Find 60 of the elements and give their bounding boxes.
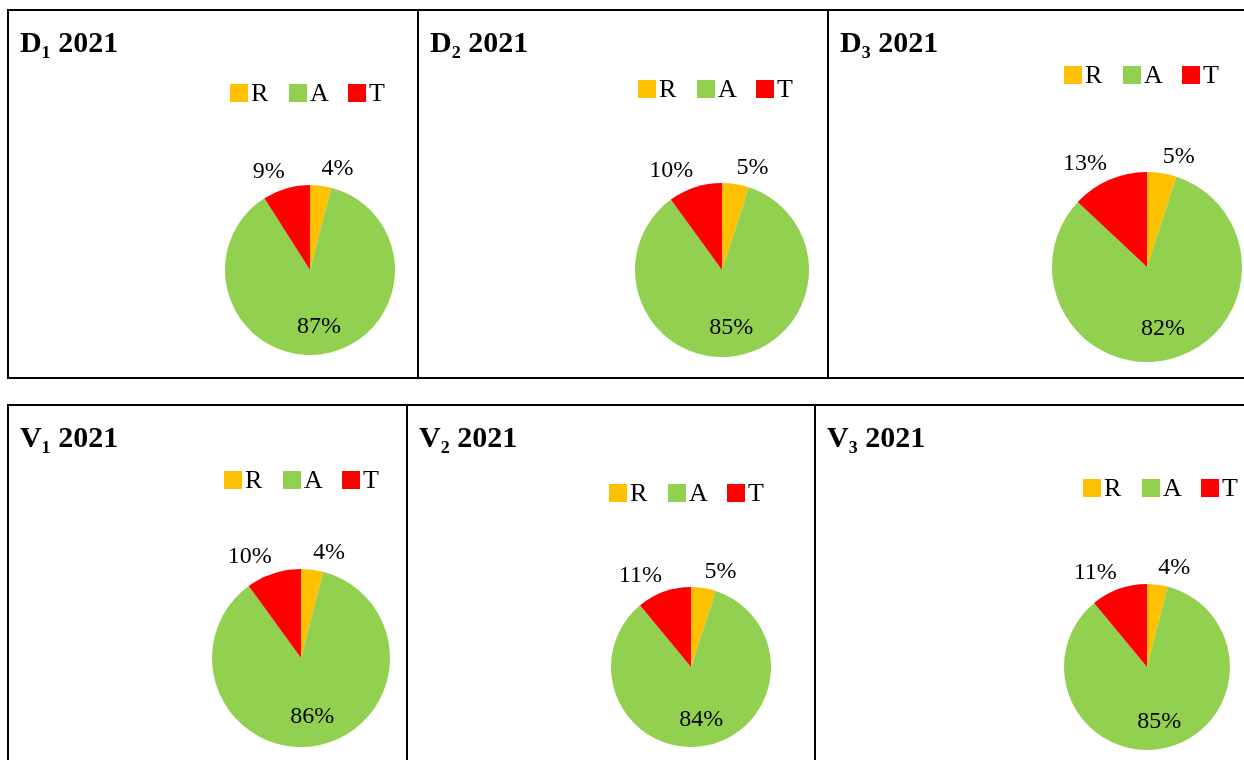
legend-label: A bbox=[1163, 473, 1182, 502]
data-label: 5% bbox=[736, 152, 769, 179]
data-label: 11% bbox=[1073, 557, 1117, 584]
pie-slice bbox=[640, 587, 691, 667]
data-label: 10% bbox=[649, 156, 694, 183]
legend-label: A bbox=[1144, 60, 1163, 89]
legend-label: R bbox=[245, 465, 263, 494]
data-label: 87% bbox=[297, 311, 342, 338]
pie-slice bbox=[722, 183, 749, 270]
chart-title: V₃ 2021 bbox=[827, 420, 926, 453]
data-label: 85% bbox=[1137, 706, 1182, 733]
legend-label: T bbox=[777, 74, 793, 103]
data-label: 82% bbox=[1141, 314, 1186, 341]
data-label: 4% bbox=[1158, 553, 1191, 580]
pie-slice bbox=[1094, 584, 1147, 667]
pie-slice bbox=[301, 569, 324, 658]
legend-label: R bbox=[630, 478, 648, 507]
chart-title: V₂ 2021 bbox=[419, 420, 518, 453]
legend-label: A bbox=[304, 465, 323, 494]
legend-label: T bbox=[363, 465, 379, 494]
pie-slice bbox=[635, 187, 809, 357]
pie-slice bbox=[248, 569, 301, 658]
pie-slice bbox=[670, 183, 722, 270]
data-label: 10% bbox=[227, 542, 272, 569]
pie-slice bbox=[1147, 172, 1177, 267]
legend-label: T bbox=[369, 78, 385, 107]
legend-label: A bbox=[718, 74, 737, 103]
chart-title: D₁ 2021 bbox=[20, 25, 119, 58]
legend-label: A bbox=[310, 78, 329, 107]
pie-slice bbox=[1077, 172, 1147, 267]
pie-slice bbox=[1064, 586, 1230, 750]
legend-label: T bbox=[748, 478, 764, 507]
data-label: 4% bbox=[321, 154, 354, 181]
legend-label: T bbox=[1203, 60, 1219, 89]
pie-slice bbox=[1052, 176, 1242, 362]
pie-slice bbox=[1147, 584, 1168, 667]
chart-title: D₂ 2021 bbox=[430, 25, 529, 58]
pie-slice bbox=[264, 185, 310, 270]
legend-label: R bbox=[1104, 473, 1122, 502]
data-label: 5% bbox=[704, 556, 737, 583]
chart-title: V₁ 2021 bbox=[20, 420, 119, 453]
pie-slice bbox=[611, 590, 771, 747]
legend-label: T bbox=[1222, 473, 1238, 502]
pie-slice bbox=[212, 571, 390, 747]
pie-slice bbox=[691, 587, 716, 667]
data-label: 4% bbox=[312, 538, 345, 565]
legend-label: A bbox=[689, 478, 708, 507]
pie-slice bbox=[310, 185, 332, 270]
data-label: 11% bbox=[618, 560, 662, 587]
data-label: 85% bbox=[709, 312, 754, 339]
legend-label: R bbox=[1085, 60, 1103, 89]
data-label: 9% bbox=[252, 157, 285, 184]
data-label: 5% bbox=[1162, 141, 1195, 168]
data-label: 13% bbox=[1062, 148, 1107, 175]
legend-label: R bbox=[251, 78, 269, 107]
data-label: 84% bbox=[679, 704, 724, 731]
chart-title: D₃ 2021 bbox=[840, 25, 939, 58]
data-label: 86% bbox=[290, 701, 335, 728]
legend-label: R bbox=[659, 74, 677, 103]
pie-slice bbox=[225, 187, 395, 355]
